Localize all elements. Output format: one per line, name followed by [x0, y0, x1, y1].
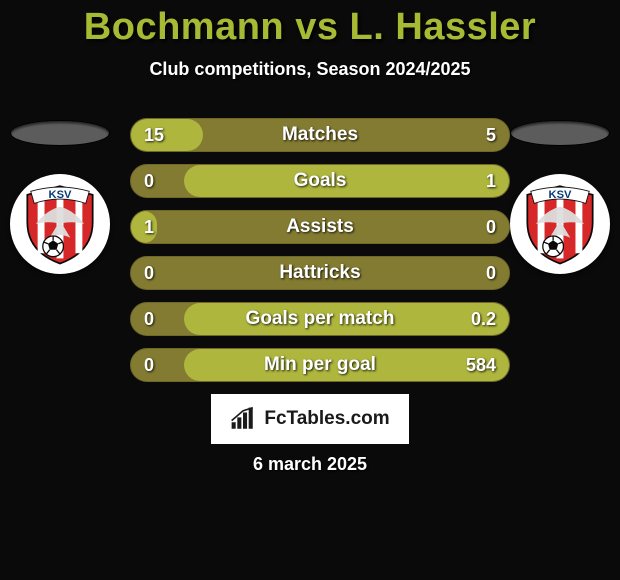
title-vs: vs [284, 6, 349, 48]
stat-value-right: 584 [466, 348, 496, 382]
player-left-block: KSV [0, 120, 120, 274]
stat-row: Goals per match0 0.2 [130, 302, 510, 336]
stat-value-right: 0 [486, 210, 496, 244]
page-title: Bochmann vs L. Hassler [0, 6, 620, 49]
stat-value-right: 0 [486, 256, 496, 290]
stat-label: Matches [130, 118, 510, 152]
stat-row: Hattricks0 0 [130, 256, 510, 290]
stat-value-left: 0 [144, 164, 154, 198]
stat-value-left: 0 [144, 256, 154, 290]
brand-chart-icon [230, 406, 256, 432]
player-right-block: KSV [500, 120, 620, 274]
stat-value-right: 1 [486, 164, 496, 198]
title-player1: Bochmann [84, 6, 284, 48]
stat-label: Min per goal [130, 348, 510, 382]
comparison-card: Bochmann vs L. Hassler Club competitions… [0, 0, 620, 580]
brand-box: FcTables.com [211, 394, 409, 444]
brand-text: FcTables.com [264, 408, 389, 430]
stat-bars: Matches155Goals01Assists10Hattricks00Goa… [130, 118, 510, 394]
club-badge-left-svg: KSV [17, 181, 103, 267]
date-text: 6 march 2025 [0, 454, 620, 475]
svg-text:KSV: KSV [549, 189, 573, 201]
stat-row: Assists1 0 [130, 210, 510, 244]
stat-label: Hattricks [130, 256, 510, 290]
stat-value-right: 0.2 [471, 302, 496, 336]
stat-value-left: 15 [144, 118, 164, 152]
avatar-shadow-right [510, 120, 610, 146]
avatar-shadow-left [10, 120, 110, 146]
stat-label: Assists [130, 210, 510, 244]
svg-text:KSV: KSV [49, 189, 73, 201]
stat-value-left: 0 [144, 348, 154, 382]
club-badge-right-svg: KSV [517, 181, 603, 267]
stat-row: Min per goal0 584 [130, 348, 510, 382]
stat-label: Goals per match [130, 302, 510, 336]
stat-value-right: 5 [486, 118, 496, 152]
stat-row: Matches15 5 [130, 118, 510, 152]
stat-label: Goals [130, 164, 510, 198]
stat-row: Goals0 1 [130, 164, 510, 198]
title-player2: L. Hassler [350, 6, 537, 48]
stat-value-left: 1 [144, 210, 154, 244]
stat-value-left: 0 [144, 302, 154, 336]
club-badge-left: KSV [10, 174, 110, 274]
subtitle: Club competitions, Season 2024/2025 [0, 59, 620, 80]
club-badge-right: KSV [510, 174, 610, 274]
